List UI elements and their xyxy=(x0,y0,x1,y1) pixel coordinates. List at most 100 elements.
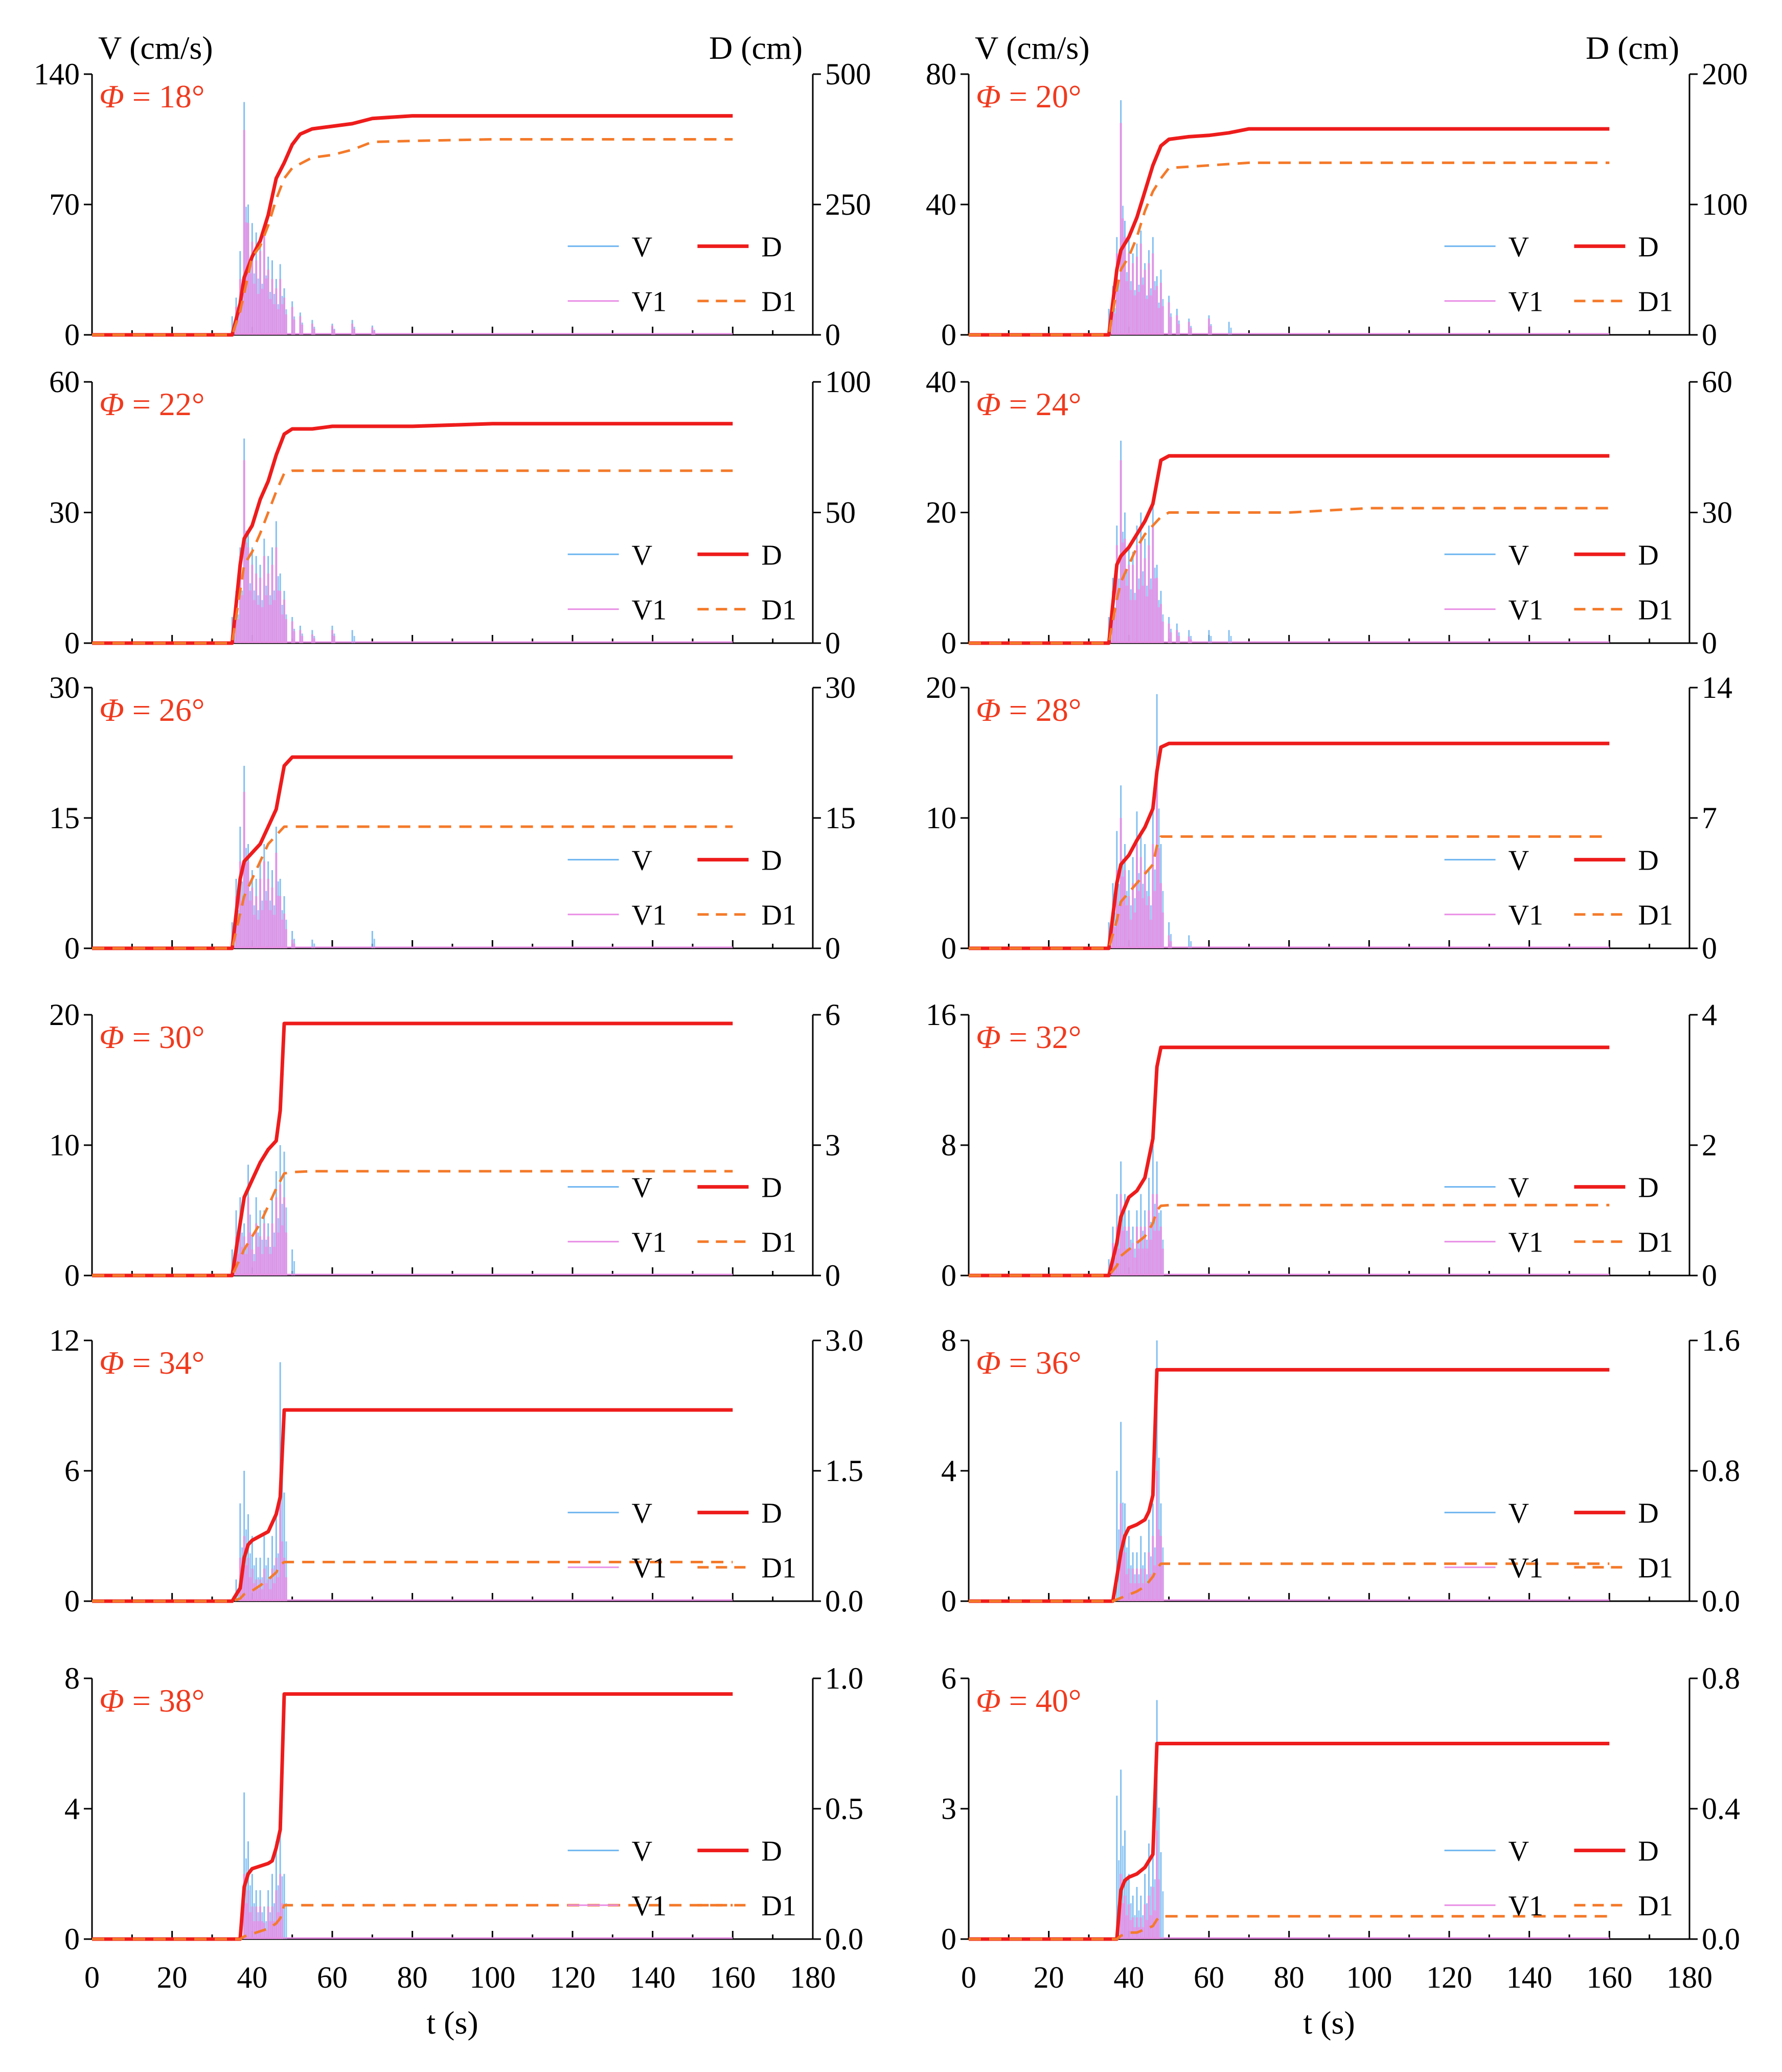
phi-symbol: Φ xyxy=(976,1682,1001,1719)
legend-label-d: D xyxy=(761,1498,782,1530)
line-d1 xyxy=(969,1562,1610,1603)
phi-value: = 20° xyxy=(1001,78,1082,115)
line-d1 xyxy=(969,1915,1610,1941)
legend-label-v1: V1 xyxy=(632,286,667,318)
left-tick-label: 140 xyxy=(34,57,80,91)
left-tick-label: 0 xyxy=(941,931,956,965)
legend-label-d1: D1 xyxy=(761,1891,796,1922)
right-tick-label: 0 xyxy=(825,318,840,352)
left-tick-label: 20 xyxy=(926,671,956,704)
phi-value: = 22° xyxy=(124,386,205,422)
phi-symbol: Φ xyxy=(99,1019,124,1055)
d-unit-label: D (cm) xyxy=(709,30,803,66)
panel-7: 0 10 20 0 3 6 Φ = 30° V D V1 D1 xyxy=(49,998,840,1292)
phi-symbol: Φ xyxy=(976,78,1001,115)
panel-8: 0 8 16 0 2 4 Φ = 32° V D V1 D1 xyxy=(926,998,1717,1292)
line-d1 xyxy=(92,1561,733,1603)
right-tick-label: 1.0 xyxy=(825,1661,863,1695)
left-tick-label: 8 xyxy=(941,1324,956,1357)
phi-label: Φ = 30° xyxy=(99,1019,204,1055)
x-tick-label: 120 xyxy=(1426,1961,1472,1994)
right-tick-label: 100 xyxy=(825,365,871,399)
phi-label: Φ = 34° xyxy=(99,1345,204,1381)
line-d xyxy=(969,741,1610,950)
phi-label: Φ = 36° xyxy=(976,1345,1081,1381)
legend-label-v: V xyxy=(632,1498,652,1530)
right-tick-label: 0 xyxy=(1702,1259,1717,1292)
line-d1 xyxy=(92,138,733,336)
left-tick-label: 0 xyxy=(941,1922,956,1956)
right-tick-label: 0 xyxy=(1702,931,1717,965)
right-tick-label: 0.4 xyxy=(1702,1792,1740,1826)
legend-label-v: V xyxy=(1509,845,1529,877)
line-d1 xyxy=(969,1203,1610,1277)
x-tick-label: 100 xyxy=(469,1961,515,1994)
legend-label-d1: D1 xyxy=(761,595,796,626)
x-tick-label: 120 xyxy=(550,1961,596,1994)
left-tick-label: 20 xyxy=(926,496,956,530)
legend-label-d1: D1 xyxy=(1638,1891,1673,1922)
left-tick-label: 16 xyxy=(926,998,956,1032)
phi-symbol: Φ xyxy=(99,78,124,115)
right-tick-label: 0 xyxy=(1702,626,1717,660)
phi-value: = 28° xyxy=(1001,692,1082,728)
right-tick-label: 3 xyxy=(825,1128,840,1162)
left-tick-label: 0 xyxy=(64,1259,80,1292)
line-d1 xyxy=(92,1904,733,1941)
right-tick-label: 15 xyxy=(825,801,856,835)
panel-9: 0 6 12 0.0 1.5 3.0 Φ = 34° V D V1 D1 xyxy=(49,1324,863,1618)
x-axis-label: t (s) xyxy=(426,2005,478,2041)
x-tick-label: 180 xyxy=(790,1961,836,1994)
legend-label-v1: V1 xyxy=(1509,1891,1543,1922)
line-d xyxy=(969,454,1610,645)
legend-label-v: V xyxy=(632,232,652,263)
line-d1 xyxy=(969,507,1610,645)
legend-label-d1: D1 xyxy=(761,286,796,318)
right-tick-label: 250 xyxy=(825,188,871,221)
legend-label-d: D xyxy=(1638,1498,1658,1530)
x-tick-label: 180 xyxy=(1666,1961,1712,1994)
left-tick-label: 3 xyxy=(941,1792,956,1826)
line-d1 xyxy=(969,161,1610,336)
line-d xyxy=(969,1368,1610,1603)
legend-label-d: D xyxy=(761,845,782,877)
left-tick-label: 10 xyxy=(926,801,956,835)
right-tick-label: 0.0 xyxy=(825,1584,863,1618)
x-tick-label: 80 xyxy=(397,1961,428,1994)
line-d1 xyxy=(92,1170,733,1277)
legend-label-v1: V1 xyxy=(1509,1553,1543,1584)
legend-label-d: D xyxy=(1638,1836,1658,1868)
panel-11: 0 4 8 0.0 0.5 1.0 Φ = 38° V D V1 D1 0 20 40 60 80 100 120… xyxy=(64,1661,863,2041)
legend-label-v: V xyxy=(1509,1498,1529,1530)
line-d xyxy=(92,1692,733,1941)
phi-label: Φ = 24° xyxy=(976,386,1081,422)
phi-label: Φ = 26° xyxy=(99,692,204,728)
line-d xyxy=(92,755,733,950)
left-tick-label: 15 xyxy=(49,801,80,835)
panel-3: 0 30 60 0 50 100 Φ = 22° V D V1 D1 xyxy=(49,365,871,660)
left-tick-label: 10 xyxy=(49,1128,80,1162)
phi-value: = 40° xyxy=(1001,1682,1082,1719)
left-tick-label: 12 xyxy=(49,1324,80,1357)
x-tick-label: 100 xyxy=(1346,1961,1392,1994)
right-tick-label: 0 xyxy=(825,626,840,660)
legend-label-d1: D1 xyxy=(761,1553,796,1584)
left-tick-label: 4 xyxy=(64,1792,80,1826)
phi-value: = 26° xyxy=(124,692,205,728)
panel-12: 0 3 6 0.0 0.4 0.8 Φ = 40° V D V1 D1 0 20 40 60 80 100 120… xyxy=(941,1661,1740,2041)
line-d xyxy=(92,114,733,337)
legend-label-d1: D1 xyxy=(761,1227,796,1259)
right-tick-label: 0.0 xyxy=(1702,1584,1740,1618)
phi-symbol: Φ xyxy=(976,1019,1001,1055)
x-tick-label: 40 xyxy=(1113,1961,1144,1994)
line-d1 xyxy=(92,469,733,645)
right-tick-label: 6 xyxy=(825,998,840,1032)
legend-label-v1: V1 xyxy=(632,1553,667,1584)
legend-label-v: V xyxy=(1509,539,1529,571)
line-d1 xyxy=(92,825,733,950)
left-tick-label: 0 xyxy=(64,626,80,660)
right-tick-label: 0.8 xyxy=(1702,1454,1740,1488)
right-tick-label: 0.5 xyxy=(825,1792,863,1826)
left-tick-label: 60 xyxy=(49,365,80,399)
